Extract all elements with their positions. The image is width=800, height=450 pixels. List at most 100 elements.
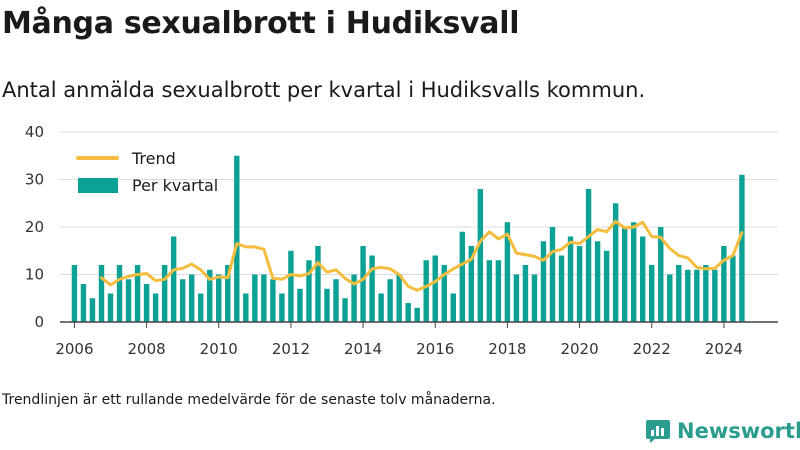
bar bbox=[351, 274, 357, 322]
bar bbox=[504, 222, 511, 322]
bar bbox=[639, 236, 646, 322]
trend-line bbox=[100, 219, 744, 292]
bar bbox=[225, 265, 231, 322]
footnote: Trendlinjen är ett rullande medelvärde f… bbox=[2, 392, 496, 408]
bar bbox=[703, 265, 709, 322]
legend-bar-swatch bbox=[78, 178, 118, 193]
bar bbox=[170, 236, 177, 322]
trend-line-layer bbox=[100, 219, 744, 292]
legend: Trend Per kvartal bbox=[76, 149, 218, 195]
bar bbox=[612, 203, 619, 322]
bar bbox=[216, 274, 222, 322]
bar bbox=[360, 246, 366, 322]
chart-title: Många sexualbrott i Hudiksvall bbox=[2, 6, 520, 41]
x-tick-label: 2016 bbox=[416, 340, 454, 358]
bar bbox=[567, 236, 574, 322]
bar bbox=[270, 279, 276, 322]
bar bbox=[98, 265, 105, 322]
bar bbox=[468, 246, 475, 322]
bar bbox=[522, 265, 529, 322]
bar bbox=[549, 227, 556, 322]
bar bbox=[432, 255, 438, 322]
bar bbox=[621, 227, 628, 322]
bar bbox=[107, 293, 114, 322]
axes: 0 10 20 30 40 2006 2008 2010 2012 2014 2016 2018 202… bbox=[25, 123, 778, 358]
bar bbox=[71, 265, 78, 322]
bar bbox=[531, 274, 538, 322]
bar bbox=[721, 246, 727, 322]
bar bbox=[261, 274, 267, 322]
bar bbox=[387, 279, 393, 322]
x-tick-label: 2020 bbox=[560, 340, 598, 358]
bars bbox=[71, 155, 745, 322]
bar bbox=[585, 189, 592, 322]
bar bbox=[730, 255, 736, 322]
bar bbox=[333, 279, 339, 322]
x-tick-label: 2014 bbox=[344, 340, 382, 358]
legend-trend-label: Trend bbox=[131, 149, 176, 168]
bar bbox=[495, 260, 502, 322]
bar bbox=[188, 274, 195, 322]
bar bbox=[685, 269, 691, 322]
bar bbox=[414, 307, 420, 322]
bar bbox=[80, 284, 87, 322]
bar bbox=[486, 260, 493, 322]
x-tick-label: 2006 bbox=[55, 340, 93, 358]
bar bbox=[405, 303, 411, 322]
bar bbox=[161, 265, 168, 322]
bar bbox=[134, 265, 141, 322]
brand: Newsworthy bbox=[645, 418, 800, 444]
y-tick-label: 10 bbox=[25, 266, 44, 284]
bar-line-chart: 0 10 20 30 40 2006 2008 2010 2012 2014 2016 2018 202… bbox=[25, 123, 778, 358]
bar bbox=[152, 293, 159, 322]
bar bbox=[459, 231, 466, 322]
bar bbox=[630, 222, 637, 322]
bar bbox=[712, 269, 718, 322]
bar bbox=[441, 265, 447, 322]
bar bbox=[658, 227, 664, 322]
chart-subtitle: Antal anmälda sexualbrott per kvartal i … bbox=[2, 78, 646, 102]
bar bbox=[306, 260, 312, 322]
bar bbox=[252, 274, 258, 322]
y-tick-label: 30 bbox=[25, 171, 44, 189]
y-tick-label: 0 bbox=[34, 313, 44, 331]
bar bbox=[594, 241, 601, 322]
bar bbox=[423, 260, 429, 322]
bar bbox=[694, 269, 700, 322]
bar bbox=[558, 255, 565, 322]
newsworthy-logo-icon bbox=[646, 420, 670, 443]
bar bbox=[297, 288, 303, 322]
bar bbox=[116, 265, 123, 322]
legend-bar-label: Per kvartal bbox=[132, 176, 218, 195]
bar bbox=[288, 250, 294, 322]
x-tick-label: 2008 bbox=[127, 340, 165, 358]
bar bbox=[540, 241, 547, 322]
bar bbox=[324, 288, 330, 322]
bar bbox=[649, 265, 655, 322]
bar bbox=[477, 189, 484, 322]
bar bbox=[179, 279, 186, 322]
bar bbox=[369, 255, 375, 322]
y-tick-label: 20 bbox=[25, 218, 44, 236]
bar bbox=[89, 298, 96, 322]
bar bbox=[243, 293, 249, 322]
bar bbox=[576, 246, 583, 322]
bar bbox=[315, 246, 321, 322]
y-tick-label: 40 bbox=[25, 123, 44, 141]
x-tick-label: 2010 bbox=[200, 340, 238, 358]
bar bbox=[396, 274, 402, 322]
bar bbox=[739, 174, 745, 322]
bar bbox=[378, 293, 384, 322]
bar bbox=[603, 250, 610, 322]
bar bbox=[676, 265, 682, 322]
bar bbox=[125, 279, 132, 322]
bar bbox=[198, 293, 204, 322]
bar bbox=[667, 274, 673, 322]
x-tick-label: 2022 bbox=[633, 340, 671, 358]
x-tick-label: 2012 bbox=[272, 340, 310, 358]
bar bbox=[207, 269, 213, 322]
bar bbox=[234, 155, 240, 322]
bar bbox=[342, 298, 348, 322]
brand-name: Newsworthy bbox=[677, 419, 800, 443]
bar bbox=[450, 293, 456, 322]
